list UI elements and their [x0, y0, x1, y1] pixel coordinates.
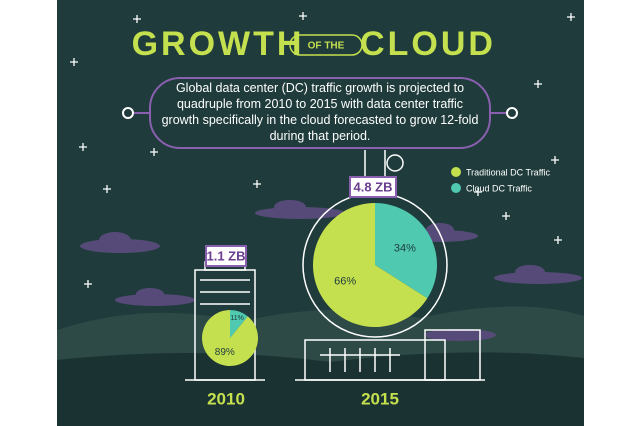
data-label: 11%: [230, 315, 244, 322]
data-label: 66%: [334, 275, 356, 287]
title-connector: OF THE: [308, 41, 345, 52]
legend-label: Traditional DC Traffic: [466, 167, 551, 177]
data-label: 89%: [215, 347, 235, 358]
stars: [70, 12, 575, 288]
year-label: 2010: [207, 389, 245, 408]
total-badge: [205, 245, 247, 267]
pie-slice: [313, 202, 428, 327]
description: Global data center (DC) traffic growth i…: [161, 81, 479, 143]
title-right: CLOUD: [360, 25, 496, 63]
total-label: 4.8 ZB: [353, 179, 392, 194]
data-label: 34%: [394, 242, 416, 254]
legend-swatch: [451, 167, 461, 177]
pie-slice: [375, 203, 437, 299]
description-box: [149, 77, 491, 149]
total-label: 1.1 ZB: [206, 248, 245, 263]
pie-slice: [230, 310, 248, 338]
legend-label: Cloud DC Traffic: [466, 183, 532, 193]
title-left: GROWTH: [132, 25, 305, 63]
legend-swatch: [451, 183, 461, 193]
total-badge: [349, 176, 397, 198]
frame-dot: [506, 107, 518, 119]
frame-dot: [122, 107, 134, 119]
year-label: 2015: [361, 389, 399, 408]
ground: [57, 352, 584, 426]
pie-slice: [202, 310, 259, 366]
connector-box: [289, 34, 363, 56]
